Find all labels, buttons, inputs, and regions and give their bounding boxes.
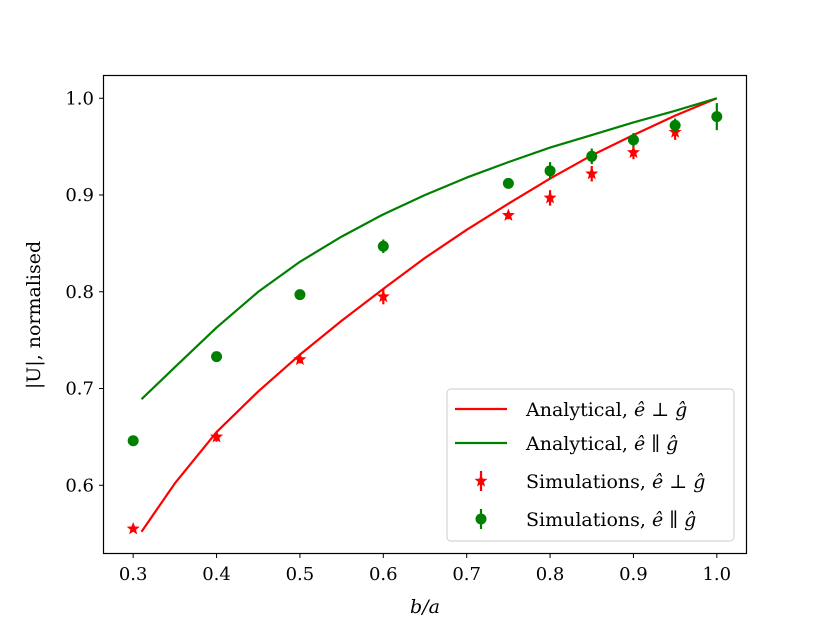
data-point-sim-par	[127, 435, 139, 447]
data-point-sim-perp	[293, 352, 307, 366]
data-point-sim-perp	[210, 430, 224, 443]
data-point-sim-par	[627, 134, 639, 146]
y-tick-label: 0.7	[65, 379, 94, 400]
data-point-sim-perp	[376, 289, 390, 303]
legend-star-sim-perp	[474, 474, 488, 487]
y-tick-label: 0.6	[65, 475, 94, 496]
legend-label-sim-par: Simulations, ê ∥ ĝ	[526, 509, 696, 531]
data-point-sim-par	[711, 111, 723, 123]
data-point-sim-perp	[126, 521, 140, 535]
y-tick-label: 1.0	[65, 88, 94, 109]
data-point-sim-par	[502, 177, 514, 189]
x-axis-title-text: b/a	[410, 596, 440, 618]
legend-label-analytical-par: Analytical, ê ∥ ĝ	[525, 433, 678, 455]
y-tick-label: 0.8	[65, 282, 94, 303]
data-point-sim-perp	[626, 145, 640, 158]
plot-layer	[126, 97, 723, 535]
x-tick-label: 0.9	[619, 564, 648, 585]
x-tick-label: 0.6	[369, 564, 398, 585]
series-line-analytical-perp	[140, 97, 718, 533]
legend-circle-sim-par	[475, 513, 487, 525]
x-axis-title: b/a	[410, 596, 440, 618]
axes-frame	[102, 74, 748, 555]
data-point-sim-par	[669, 119, 681, 131]
legend-box	[446, 388, 735, 542]
data-point-sim-par	[544, 165, 556, 177]
x-tick-label: 1.0	[702, 564, 731, 585]
x-tick-label: 0.4	[202, 564, 231, 585]
legend: Analytical, ê ⊥ ĝ Analytical, ê ∥ ĝ Simu…	[446, 388, 735, 542]
data-point-sim-perp	[501, 208, 515, 221]
series-line-analytical-par	[140, 97, 718, 400]
data-point-sim-par	[294, 289, 306, 301]
x-tick-label: 0.5	[286, 564, 315, 585]
x-tick-label: 0.7	[452, 564, 481, 585]
legend-label-sim-perp: Simulations, ê ⊥ ĝ	[526, 471, 705, 493]
data-point-sim-perp	[543, 191, 557, 204]
legend-marker-sim-par	[475, 509, 487, 529]
legend-marker-sim-perp	[474, 471, 488, 491]
legend-label-analytical-perp: Analytical, ê ⊥ ĝ	[525, 399, 687, 421]
data-point-sim-par	[377, 240, 389, 252]
data-point-sim-par	[211, 351, 223, 363]
y-tick-label: 0.9	[65, 185, 94, 206]
ticks-layer: 0.3 0.4 0.5 0.6 0.7 0.8 0.9 1.0 0.6 0.7 0.8 0.9 1.0	[65, 88, 731, 585]
x-tick-label: 0.3	[119, 564, 148, 585]
y-axis-title: |U|, normalised	[23, 241, 45, 389]
data-point-sim-par	[586, 150, 598, 162]
data-point-sim-perp	[585, 166, 599, 180]
x-tick-label: 0.8	[536, 564, 565, 585]
